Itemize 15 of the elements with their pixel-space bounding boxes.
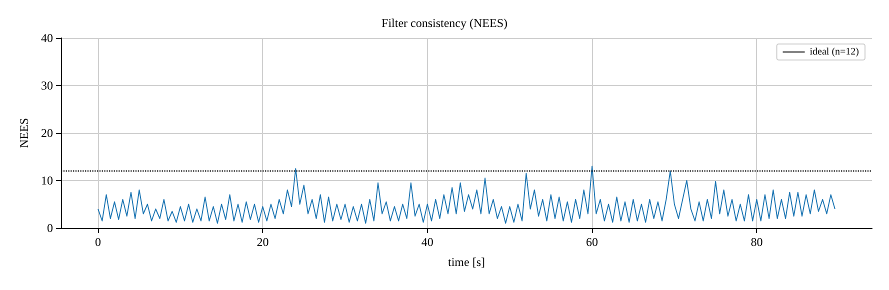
x-tick-label: 80 bbox=[750, 235, 763, 249]
y-tick-label: 10 bbox=[41, 174, 53, 188]
x-tick-label: 0 bbox=[95, 235, 102, 249]
y-axis-title: NEES bbox=[17, 118, 32, 148]
line-series bbox=[98, 166, 836, 224]
chart-title: Filter consistency (NEES) bbox=[382, 16, 508, 30]
y-tick-label: 0 bbox=[47, 221, 53, 235]
y-tick-label: 20 bbox=[41, 126, 53, 140]
legend-label: ideal (n=12) bbox=[810, 46, 859, 58]
x-tick-label: 20 bbox=[256, 235, 269, 249]
y-tick-label: 40 bbox=[41, 31, 53, 45]
x-tick-label: 60 bbox=[586, 235, 598, 249]
x-axis-title: time [s] bbox=[448, 255, 485, 269]
x-tick-label: 40 bbox=[421, 235, 434, 249]
y-tick-label: 30 bbox=[41, 78, 53, 92]
